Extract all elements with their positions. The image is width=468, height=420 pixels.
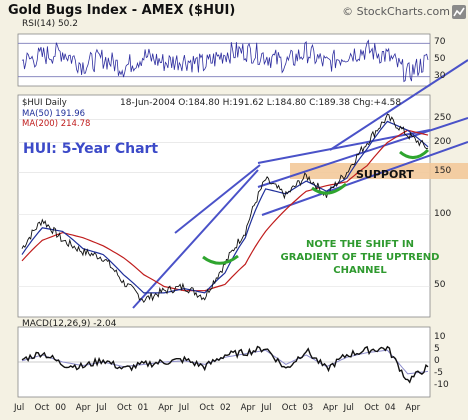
x-tick-label: 00 (55, 403, 67, 413)
rsi-ytick-label: 30 (434, 70, 446, 81)
new-channel-lower-line (261, 141, 468, 216)
x-tick-label: Jul (343, 403, 354, 413)
support-arcs (202, 148, 430, 265)
ma-path (21, 120, 429, 294)
macd-lines (18, 345, 430, 384)
price-ytick-label: 150 (434, 166, 452, 177)
support-zone (290, 163, 468, 179)
x-tick-label: Jul (14, 403, 25, 413)
x-tick-label: Apr (240, 403, 256, 413)
macd-label: MACD(12,26,9) -2.04 (22, 319, 117, 329)
x-tick-label: Oct (117, 403, 132, 413)
price-ytick-label: 100 (434, 208, 452, 219)
x-tick-label: Apr (158, 403, 173, 413)
support-arc-2002 (202, 254, 239, 265)
ma200-legend: MA(200) 214.78 (22, 119, 91, 129)
x-tick-label: 03 (302, 403, 314, 413)
rsi-line (18, 39, 430, 83)
x-tick-label: Jul (261, 403, 272, 413)
price-series-label: $HUI Daily (22, 98, 67, 108)
ma200-line (21, 129, 429, 292)
rsi-path (21, 39, 429, 83)
x-tick-label: Oct (199, 403, 215, 413)
price-ytick-label: 50 (434, 280, 446, 291)
rsi-ytick-label: 50 (434, 54, 446, 64)
macd-ytick-label: 5 (434, 344, 440, 355)
rsi-panel-frame (17, 33, 431, 87)
macd-ytick-label: -5 (434, 367, 443, 378)
new-channel-upper-line (257, 117, 468, 188)
stockcharts-logo (452, 4, 466, 23)
logo-mark-icon (452, 5, 466, 19)
x-tick-label: Apr (405, 403, 421, 413)
x-tick-label: Oct (281, 403, 297, 413)
channel-extension-line (329, 59, 468, 151)
x-tick-label: 04 (384, 403, 396, 413)
x-tick-label: Apr (75, 403, 91, 413)
rsi-ytick-label: 70 (434, 37, 446, 48)
rsi-label: RSI(14) 50.2 (22, 19, 78, 29)
uptrend-channel (132, 59, 468, 309)
x-tick-label: Jul (96, 403, 107, 413)
x-tick-label: 02 (220, 403, 231, 413)
macd-ytick-label: -10 (434, 379, 449, 390)
ma-path (21, 129, 429, 292)
price-ytick-label: 200 (434, 136, 452, 147)
x-tick-label: 01 (137, 403, 149, 413)
x-tick-label: Apr (323, 403, 338, 413)
support-arc-2004 (399, 148, 430, 159)
chart-headline: HUI: 5-Year Chart (23, 141, 159, 157)
quote-readout: 18-Jun-2004 O:184.80 H:191.62 L:184.80 C… (120, 98, 402, 108)
ma50-legend: MA(50) 191.96 (22, 109, 86, 119)
x-tick-label: Oct (364, 403, 379, 413)
price-ytick-label: 250 (434, 113, 452, 124)
price-panel-frame (17, 94, 431, 318)
old-channel-lower-line (132, 169, 259, 309)
chart-title: Gold Bugs Index - AMEX ($HUI) (8, 3, 236, 18)
channel-note: NOTE THE SHIFT IN GRADIENT OF THE UPTREN… (280, 239, 440, 276)
x-tick-label: Jul (178, 403, 190, 413)
macd-ytick-label: 10 (434, 332, 446, 343)
new-channel-top-line (257, 129, 431, 164)
x-tick-label: Oct (34, 403, 50, 413)
price-path (21, 113, 429, 304)
macd-path (21, 345, 429, 384)
support-arc-2003 (311, 182, 347, 195)
support-label: SUPPORT (356, 168, 414, 181)
ma50-line (21, 120, 429, 294)
brand-credit: © StockCharts.com (342, 5, 450, 18)
macd-ytick-label: 0 (434, 356, 440, 366)
old-channel-upper-line (174, 164, 261, 234)
